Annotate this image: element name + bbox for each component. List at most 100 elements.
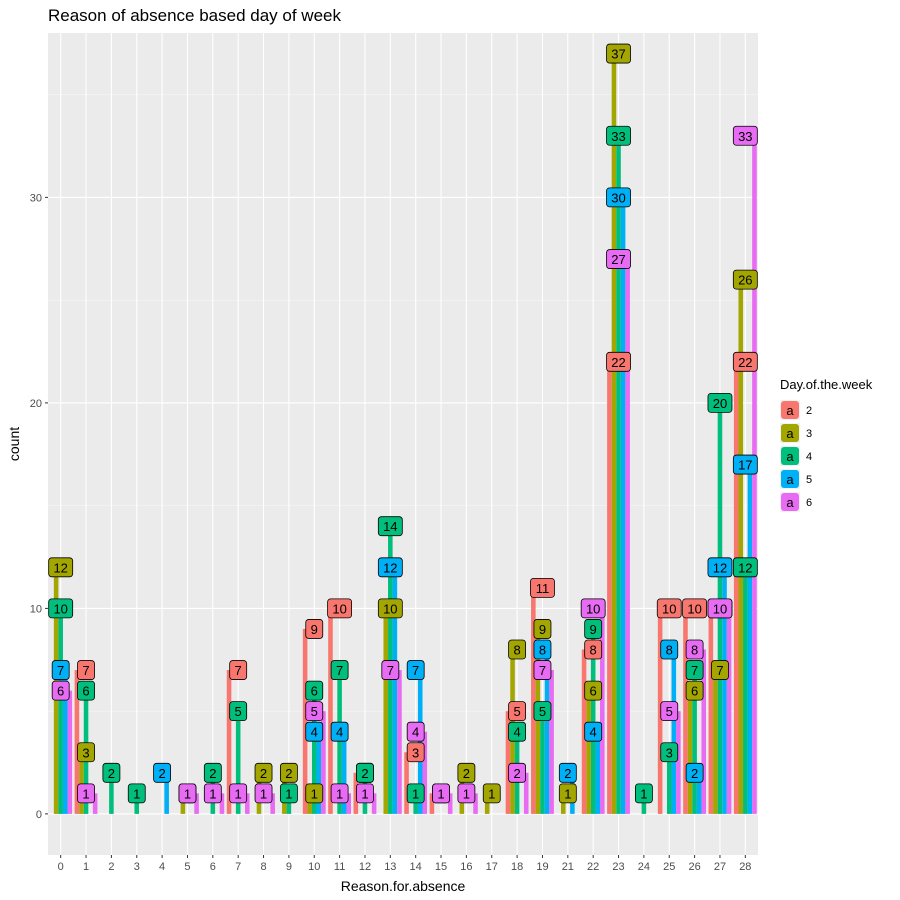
bar: [687, 690, 693, 814]
bar: [696, 772, 702, 814]
x-tick-label: 25: [663, 861, 675, 873]
legend: Day.of.the.week a 2a 3a 4a 5a 6: [780, 377, 873, 512]
x-axis-title: Reason.for.absence: [341, 878, 466, 894]
data-label-box: [530, 577, 555, 598]
bar: [747, 464, 753, 814]
bar: [581, 649, 587, 814]
data-label: 2: [463, 766, 470, 781]
bar: [590, 628, 596, 814]
data-label-box: [203, 783, 222, 804]
data-label-box: [51, 680, 70, 701]
data-label-box: [254, 762, 273, 783]
x-tick-label: 1: [83, 861, 89, 873]
bar: [726, 608, 732, 814]
bar: [600, 608, 605, 814]
data-label: 9: [311, 622, 318, 637]
data-label: 10: [383, 601, 397, 616]
bar: [413, 793, 418, 814]
data-label-box: [732, 557, 758, 578]
data-label-box: [685, 762, 704, 783]
data-label: 12: [738, 560, 752, 575]
x-tick-label: 19: [536, 861, 548, 873]
bar: [752, 135, 757, 814]
data-label-box: [305, 619, 324, 639]
data-label: 33: [738, 129, 752, 144]
data-label: 22: [611, 355, 625, 370]
data-label: 1: [184, 786, 191, 801]
data-label-box: [508, 701, 527, 722]
data-label: 10: [662, 601, 676, 616]
bar: [341, 731, 347, 814]
bar: [733, 361, 739, 814]
bar: [286, 793, 292, 814]
legend-glyph: a: [786, 403, 794, 418]
data-label: 33: [611, 129, 625, 144]
data-label: 10: [332, 601, 346, 616]
data-label: 20: [713, 396, 727, 411]
data-label: 6: [590, 684, 597, 699]
bar: [321, 711, 326, 814]
data-label: 9: [590, 622, 597, 637]
bar: [404, 752, 409, 814]
bar: [595, 731, 601, 814]
bar: [58, 608, 63, 814]
x-tick-label: 15: [435, 861, 447, 873]
y-tick-label: 10: [30, 603, 42, 615]
data-label: 37: [611, 47, 625, 62]
data-label-box: [732, 125, 758, 146]
data-label-box: [732, 454, 758, 475]
data-label-box: [508, 762, 527, 783]
data-label: 2: [158, 766, 165, 781]
data-label-box: [533, 701, 552, 722]
data-label: 4: [311, 725, 318, 740]
data-label-box: [330, 721, 349, 742]
data-label: 11: [536, 581, 550, 596]
bar: [549, 670, 554, 814]
x-tick-label: 12: [359, 861, 371, 873]
data-label-box: [707, 392, 733, 413]
x-tick-label: 6: [210, 861, 216, 873]
data-label-box: [685, 660, 704, 680]
data-label-box: [682, 598, 708, 619]
data-label-box: [377, 516, 403, 537]
data-label-box: [606, 43, 631, 64]
legend-swatch: [781, 470, 799, 488]
data-label: 1: [463, 786, 470, 801]
x-tick-label: 4: [159, 861, 165, 873]
data-label-box: [685, 680, 704, 701]
bar: [67, 690, 73, 814]
data-label: 3: [82, 745, 89, 760]
data-label: 4: [336, 725, 343, 740]
data-label: 2: [564, 766, 571, 781]
data-label: 4: [513, 725, 520, 740]
data-label: 10: [713, 601, 727, 616]
data-label: 1: [260, 786, 267, 801]
data-label-box: [457, 783, 476, 804]
data-label: 12: [383, 560, 397, 575]
bar: [447, 793, 453, 814]
data-label: 14: [383, 519, 397, 534]
data-label-box: [580, 598, 606, 619]
data-label: 12: [53, 560, 67, 575]
data-label: 8: [513, 643, 520, 658]
data-label-box: [656, 598, 682, 619]
data-label: 2: [108, 766, 115, 781]
data-label: 10: [586, 601, 600, 616]
data-label: 1: [285, 786, 292, 801]
data-label: 8: [590, 643, 597, 658]
x-tick-label: 24: [638, 861, 650, 873]
data-label: 3: [666, 745, 673, 760]
bar: [620, 197, 626, 814]
legend-label: 3: [806, 428, 812, 440]
x-tick-label: 5: [184, 861, 190, 873]
data-label: 4: [412, 725, 419, 740]
bar: [397, 670, 402, 814]
data-label: 1: [488, 786, 495, 801]
data-label: 17: [738, 458, 752, 473]
bar: [535, 628, 541, 814]
bar: [194, 793, 199, 814]
data-label: 8: [666, 643, 673, 658]
data-label: 1: [640, 786, 647, 801]
bar: [523, 772, 529, 814]
data-label-box: [327, 598, 353, 619]
